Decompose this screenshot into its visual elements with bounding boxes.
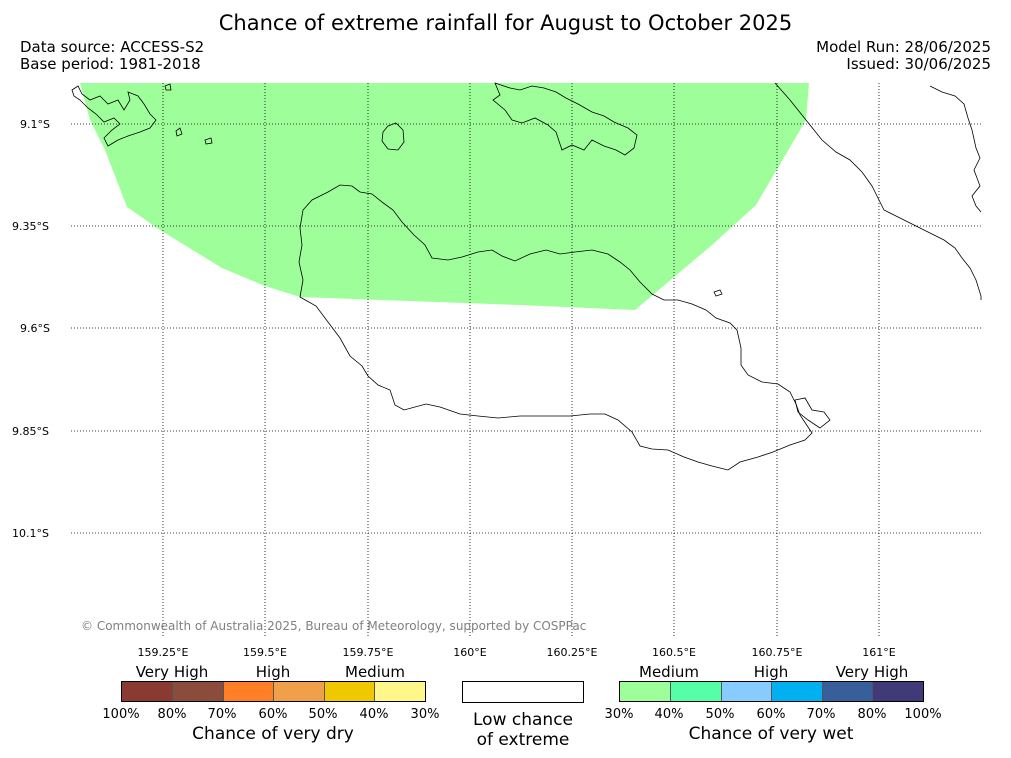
small-island-3 [164, 83, 172, 91]
dry-swatch-4 [274, 682, 326, 701]
low-chance-line2: of extreme [476, 730, 570, 750]
lon-label-6: 160.5°E [652, 646, 696, 659]
wet-swatch-3 [721, 682, 773, 701]
lat-label-5: 10.1°S [12, 527, 49, 540]
very-wet-medium-region [80, 83, 809, 310]
small-island-2 [175, 127, 183, 137]
dry-tick-2: 80% [157, 707, 187, 722]
wet-category-medium: Medium [639, 663, 699, 681]
dry-swatch-2 [172, 682, 224, 701]
small-island-1 [204, 137, 213, 145]
wet-tick-5: 70% [806, 707, 836, 722]
lon-label-8: 161°E [862, 646, 896, 659]
data-source-text: Data source: ACCESS-S2 [20, 38, 205, 56]
wet-tick-6: 80% [857, 707, 887, 722]
low-chance-label: Low chance of extreme [453, 710, 593, 750]
dry-swatch-6 [375, 682, 425, 701]
map-title: Chance of extreme rainfall for August to… [218, 11, 793, 35]
lon-label-3: 159.75°E [342, 646, 394, 659]
florida-islands-coast [492, 82, 638, 156]
wet-colorbar [619, 681, 924, 702]
russell-islands-coast [71, 85, 157, 147]
lat-label-3: 9.6°S [20, 322, 50, 335]
wet-swatch-2 [670, 682, 722, 701]
lon-label-1: 159.25°E [137, 646, 189, 659]
copyright-text: © Commonwealth of Australia 2025, Bureau… [81, 619, 587, 633]
lon-label-5: 160.25°E [546, 646, 598, 659]
wet-legend-title: Chance of very wet [688, 724, 854, 744]
low-chance-line1: Low chance [473, 710, 573, 730]
meta-left: Data source: ACCESS-S2 Base period: 1981… [20, 39, 204, 73]
wet-swatch-4 [772, 682, 824, 701]
wet-swatch-1 [620, 682, 671, 701]
guadalcanal-coast [298, 184, 813, 471]
coastlines [71, 82, 982, 471]
dry-swatch-3 [223, 682, 275, 701]
base-period-text: Base period: 1981-2018 [20, 55, 201, 73]
wet-category-high: High [753, 663, 789, 681]
meta-right: Model Run: 28/06/2025 Issued: 30/06/2025 [816, 39, 991, 73]
dry-legend-title: Chance of very dry [192, 724, 354, 744]
wet-swatch-5 [823, 682, 874, 701]
lon-label-2: 159.5°E [243, 646, 287, 659]
east-islands [794, 397, 831, 429]
dry-colorbar [121, 681, 426, 702]
dry-tick-1: 100% [102, 707, 140, 722]
dry-tick-4: 60% [258, 707, 288, 722]
lon-label-4: 160°E [453, 646, 487, 659]
lat-label-1: 9.1°S [20, 118, 50, 131]
wet-tick-3: 50% [705, 707, 735, 722]
malaita-north-coast [929, 85, 982, 213]
lon-gridlines [162, 83, 880, 636]
wet-tick-1: 30% [604, 707, 634, 722]
dry-swatch-1 [122, 682, 173, 701]
wet-category-very-high: Very High [835, 663, 909, 681]
dry-tick-3: 70% [207, 707, 237, 722]
dry-category-medium: Medium [345, 663, 405, 681]
lon-label-7: 160.75°E [751, 646, 803, 659]
dry-tick-6: 40% [359, 707, 389, 722]
wet-tick-4: 60% [756, 707, 786, 722]
lat-label-2: 9.35°S [12, 220, 49, 233]
dry-swatch-5 [325, 682, 376, 701]
low-chance-swatch [462, 681, 584, 703]
model-run-text: Model Run: 28/06/2025 [816, 38, 991, 56]
lat-label-4: 9.85°S [12, 425, 49, 438]
malaita-coast [774, 82, 982, 300]
offshore-islet [713, 289, 723, 297]
wet-swatch-6 [873, 682, 923, 701]
dry-tick-5: 50% [308, 707, 338, 722]
issued-text: Issued: 30/06/2025 [846, 55, 991, 73]
dry-tick-7: 30% [410, 707, 440, 722]
wet-tick-2: 40% [654, 707, 684, 722]
savo-island [381, 122, 405, 151]
wet-tick-7: 100% [904, 707, 942, 722]
dry-category-very-high: Very High [135, 663, 209, 681]
lat-gridlines [71, 123, 982, 534]
dry-category-high: High [255, 663, 291, 681]
